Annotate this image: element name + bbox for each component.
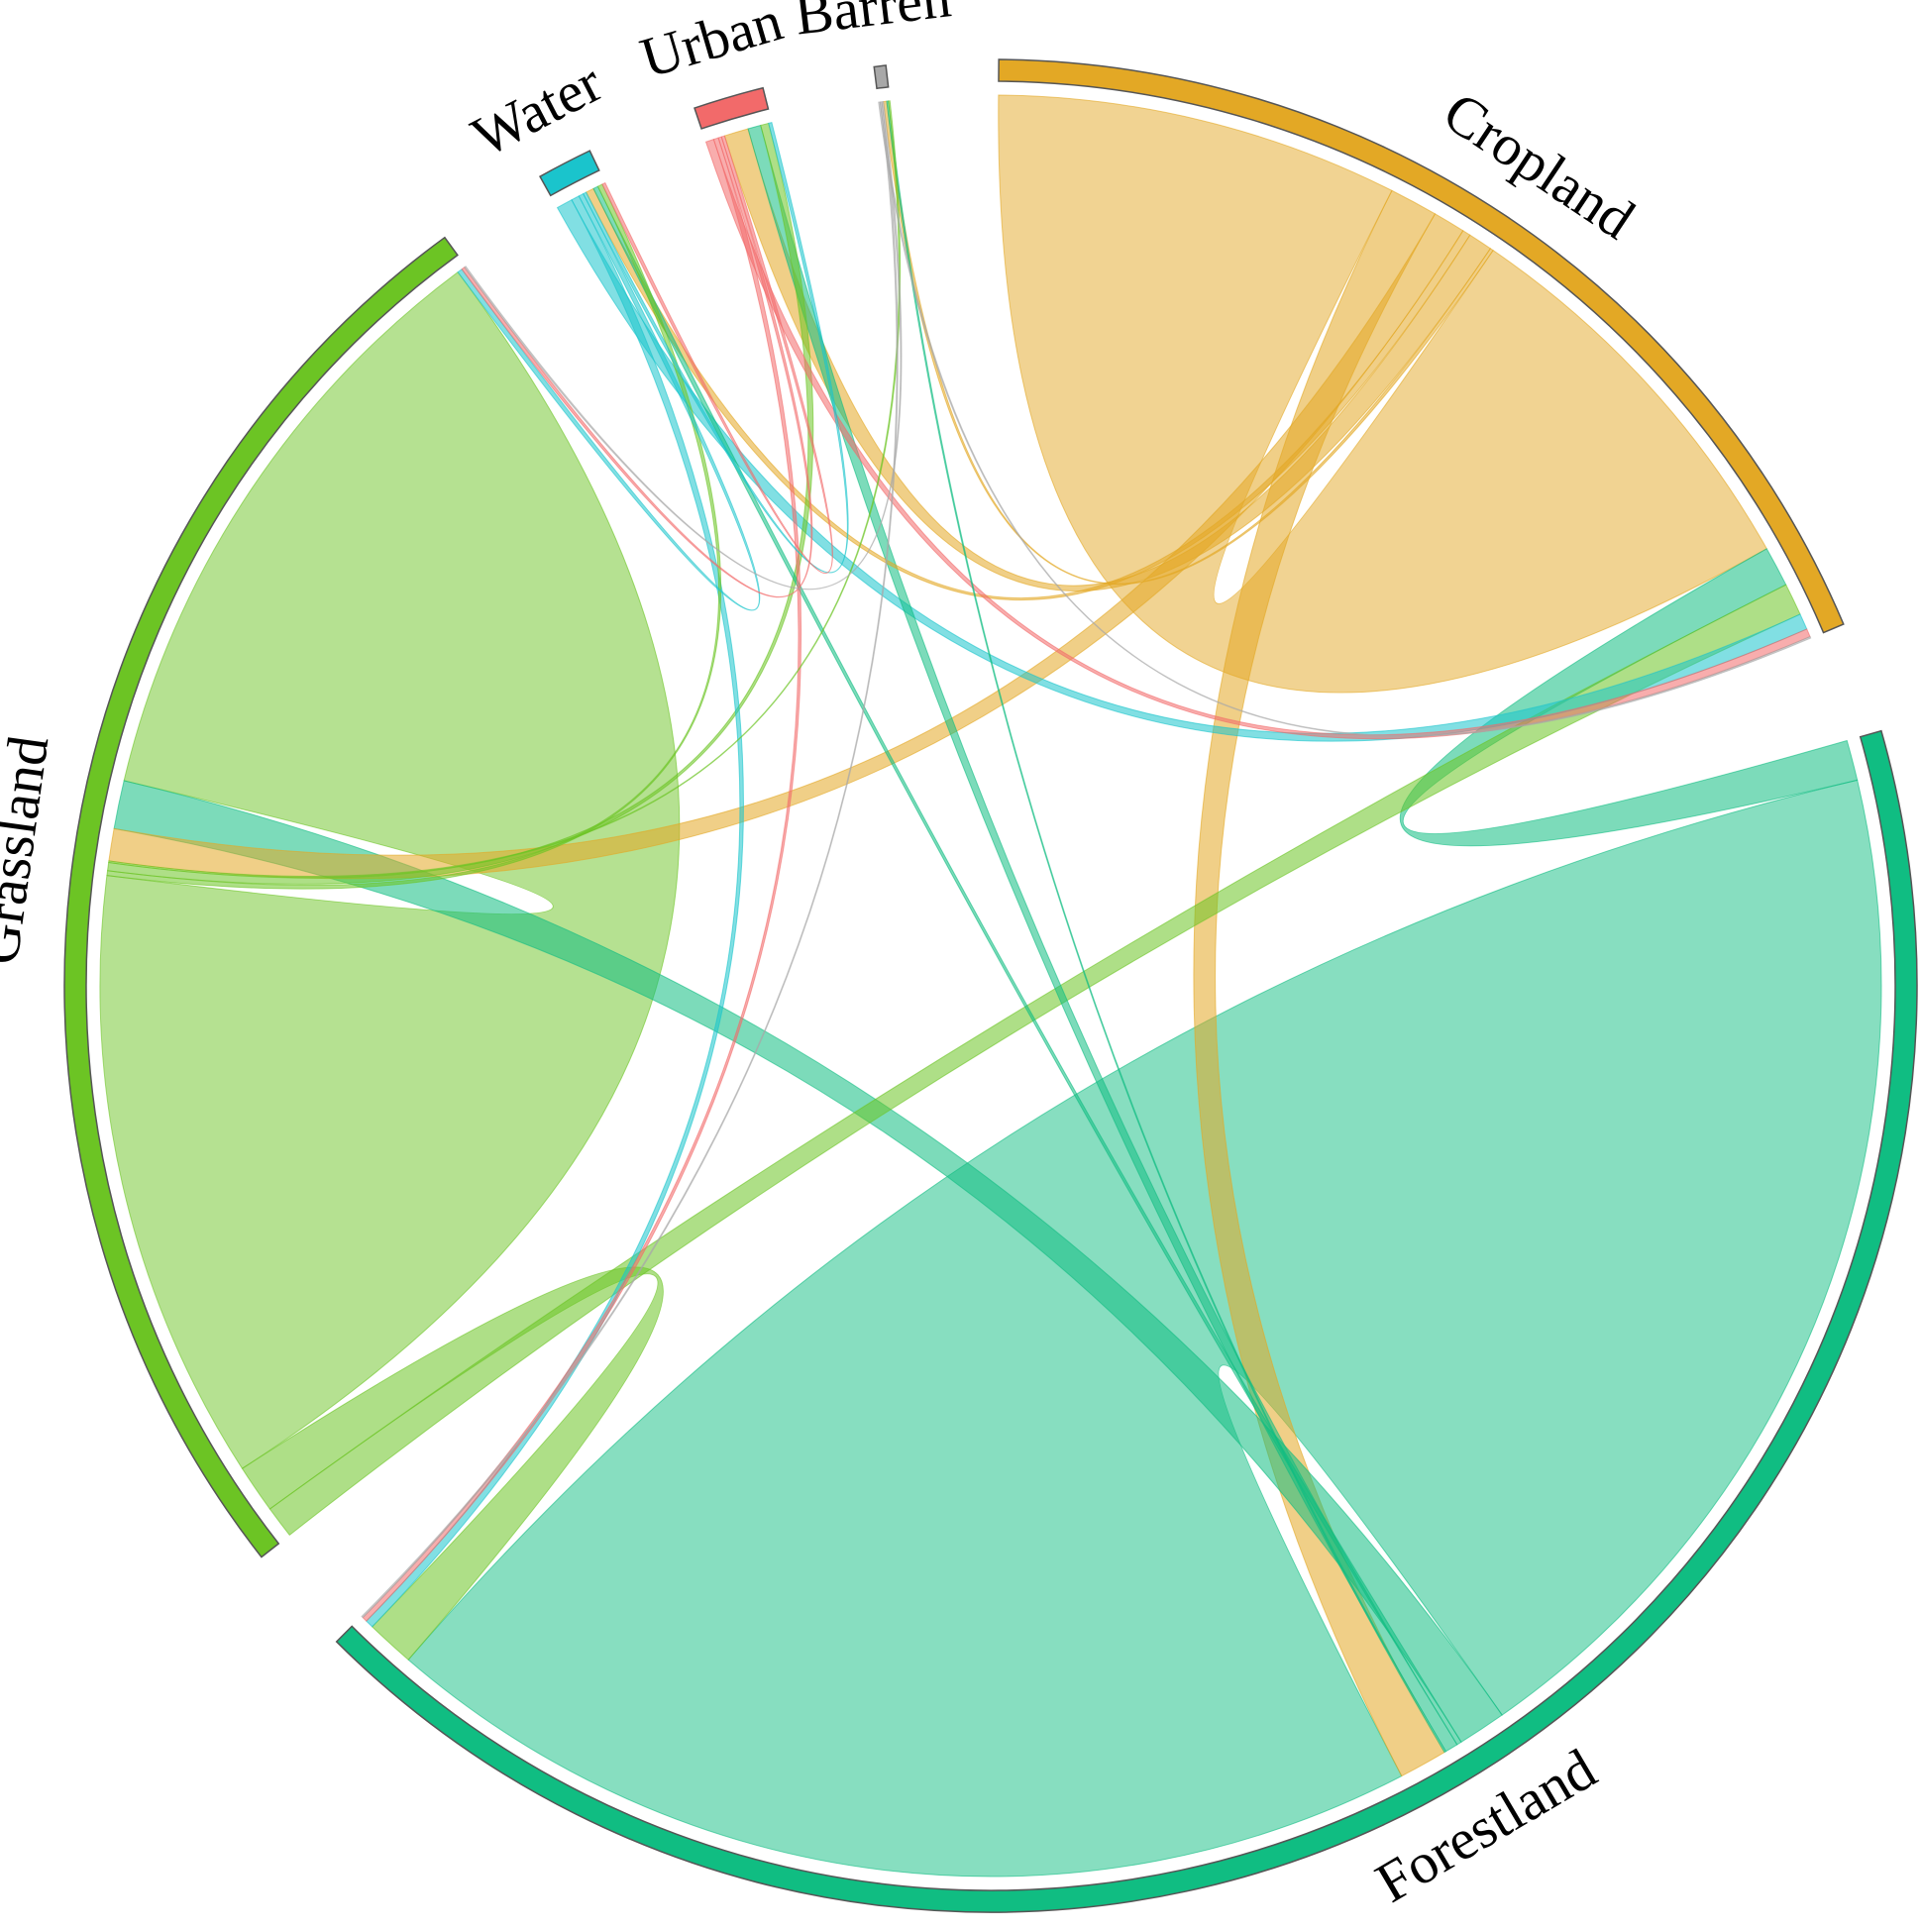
ribbon bbox=[362, 137, 802, 1622]
ribbon bbox=[106, 183, 722, 890]
ribbon bbox=[464, 100, 903, 590]
sector-label: Grassland bbox=[0, 732, 60, 969]
sector bbox=[873, 64, 890, 90]
sector bbox=[694, 86, 770, 130]
ribbon bbox=[1399, 548, 1859, 847]
sector bbox=[63, 236, 459, 1558]
ribbon bbox=[461, 136, 813, 598]
ribbon bbox=[886, 100, 1447, 1754]
ribbons bbox=[99, 94, 1882, 1878]
sector bbox=[335, 729, 1918, 1913]
ribbon bbox=[108, 100, 902, 879]
ribbon bbox=[556, 199, 1808, 742]
ribbon bbox=[601, 135, 834, 574]
ribbon bbox=[583, 121, 849, 574]
ribbon bbox=[361, 101, 899, 1619]
ribbon bbox=[592, 185, 1462, 1746]
ribbon bbox=[366, 195, 744, 1628]
sector-label: Urban bbox=[633, 0, 789, 90]
ribbon bbox=[99, 270, 681, 1469]
sector-label: Barren bbox=[792, 0, 954, 48]
sector-label: Cropland bbox=[1433, 79, 1647, 252]
ribbon bbox=[878, 101, 1812, 737]
sector bbox=[539, 150, 600, 197]
ribbon bbox=[457, 192, 761, 611]
sector bbox=[998, 58, 1845, 634]
